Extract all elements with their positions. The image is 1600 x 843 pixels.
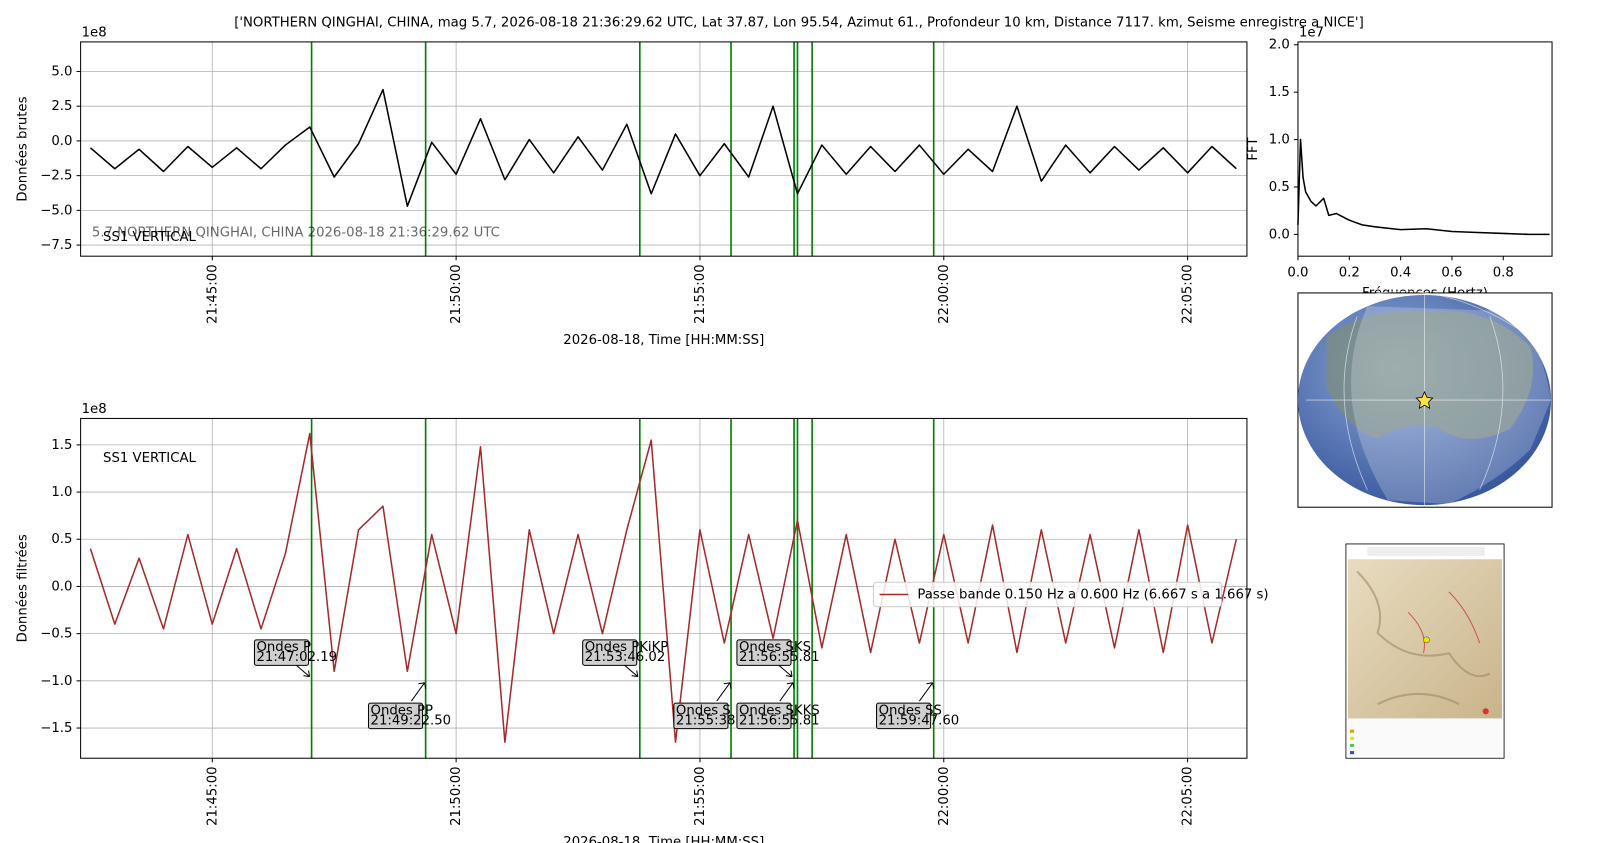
y-offset-label: 1e8 xyxy=(82,26,107,41)
annotation-text: Ondes P xyxy=(256,640,311,655)
x-tick-label: 0.2 xyxy=(1339,266,1360,281)
x-axis-label: 2026-08-18, Time [HH:MM:SS] xyxy=(563,333,764,348)
x-tick-label: 22:00:00 xyxy=(937,264,952,324)
x-tick-label: 21:55:00 xyxy=(693,766,708,826)
annotation-box xyxy=(367,702,424,730)
globe-inset xyxy=(1297,291,1553,508)
y-tick-label: 1.5 xyxy=(51,438,72,453)
trace xyxy=(89,88,1237,207)
annotation-arrow xyxy=(918,682,935,702)
y-tick-label: −2.5 xyxy=(40,169,72,184)
y-tick-label: −1.5 xyxy=(40,721,72,736)
annotation-box xyxy=(253,639,310,666)
x-tick-label: 0.4 xyxy=(1390,266,1411,281)
annotation-box xyxy=(582,639,638,666)
y-tick-label: 0.0 xyxy=(1269,227,1290,242)
annotation-box xyxy=(673,702,729,730)
x-axis-label: 2026-08-18, Time [HH:MM:SS] xyxy=(563,835,764,843)
y-tick-label: 0.0 xyxy=(51,134,72,149)
annotation-text: Ondes SS xyxy=(879,703,942,718)
figure-title: ['NORTHERN QINGHAI, CHINA, mag 5.7, 2026… xyxy=(234,16,1364,31)
x-tick-label: 22:05:00 xyxy=(1181,264,1196,324)
y-tick-label: −5.0 xyxy=(40,203,72,218)
y-offset-label: 1e8 xyxy=(82,402,107,417)
axes-frame xyxy=(80,417,1248,759)
x-tick-label: 21:50:00 xyxy=(449,766,464,826)
y-axis-label: Données brutes xyxy=(14,96,30,201)
y-tick-label: −1.0 xyxy=(40,674,72,689)
axes-frame xyxy=(80,41,1248,257)
y-tick-label: −0.5 xyxy=(40,627,72,642)
x-tick-label: 22:05:00 xyxy=(1181,766,1196,826)
y-tick-label: 2.5 xyxy=(51,99,72,114)
annotation-box xyxy=(876,702,932,730)
x-tick-label: 21:45:00 xyxy=(205,766,220,826)
y-tick-label: −7.5 xyxy=(40,238,72,253)
y-tick-label: 0.0 xyxy=(51,579,72,594)
axes: 21:45:00 21:50:00 21:55:00 22:00:00 22:05:00… xyxy=(14,402,1268,843)
annotation-text: Ondes SKKS xyxy=(739,703,820,718)
annotation-time: 21:56:55.81 xyxy=(739,713,820,728)
trace xyxy=(1297,138,1550,236)
y-axis-label: Données filtrées xyxy=(14,534,30,642)
charts: 21:45:00 21:50:00 21:55:00 22:00:00 22:05:00… xyxy=(14,26,1553,843)
y-offset-label: 1e7 xyxy=(1299,26,1324,41)
legend: Passe bande 0.150 Hz a 0.600 Hz (6.667 s… xyxy=(872,581,1269,608)
x-tick-label: 0.8 xyxy=(1493,266,1514,281)
y-tick-label: 0.5 xyxy=(1269,180,1290,195)
annotation-arrow xyxy=(410,682,427,702)
x-tick-label: 0.0 xyxy=(1287,266,1308,281)
annotation-arrow xyxy=(716,682,732,702)
annotation-box xyxy=(736,702,792,730)
axes-frame xyxy=(1297,41,1553,257)
annotation-time: 21:55:38.24 xyxy=(676,713,757,728)
annotation-time: 21:49:22.50 xyxy=(371,713,452,728)
annotation-time: 21:53:46.02 xyxy=(585,650,666,665)
station-label: SS1 VERTICAL xyxy=(103,451,196,466)
x-tick-label: 0.6 xyxy=(1441,266,1462,281)
station-label: SS1 VERTICAL xyxy=(103,230,196,245)
regional-map xyxy=(1345,543,1505,759)
x-tick-label: 21:50:00 xyxy=(449,264,464,324)
trace xyxy=(89,432,1238,743)
legend-box xyxy=(872,581,1222,608)
annotation-arrow xyxy=(777,663,793,678)
legend-label: Passe bande 0.150 Hz a 0.600 Hz (6.667 s… xyxy=(917,587,1268,602)
annotation-text: Ondes S xyxy=(676,703,731,718)
axes: 21:45:00 21:50:00 21:55:00 22:00:00 22:05:00… xyxy=(14,26,1248,348)
watermark: 5.7 NORTHERN QINGHAI, CHINA 2026-08-18 2… xyxy=(92,226,500,241)
annotation: Ondes S21:55:38.24 xyxy=(673,682,757,730)
axes: 0.00.20.40.60.80.00.51.01.52.0Fréquences… xyxy=(1246,26,1553,301)
y-tick-label: 2.0 xyxy=(1269,38,1290,53)
annotation: Ondes P21:47:02.19 xyxy=(253,639,337,678)
y-tick-label: 5.0 xyxy=(51,64,72,79)
y-tick-label: 1.5 xyxy=(1269,85,1290,100)
annotation-time: 21:59:47.60 xyxy=(879,713,960,728)
annotation-box xyxy=(736,639,792,666)
y-tick-label: 1.0 xyxy=(51,485,72,500)
annotation-text: Ondes SKS xyxy=(739,640,811,655)
annotation-time: 21:47:02.19 xyxy=(256,650,337,665)
y-tick-label: 1.0 xyxy=(1269,133,1290,148)
annotation-arrow xyxy=(294,663,311,678)
annotation-text: Ondes PP xyxy=(371,703,434,718)
annotation-arrow xyxy=(779,682,795,702)
x-tick-label: 21:55:00 xyxy=(693,264,708,324)
y-axis-label: FFT xyxy=(1246,137,1261,161)
y-tick-label: 0.5 xyxy=(51,532,72,547)
x-tick-label: 22:00:00 xyxy=(937,766,952,826)
x-tick-label: 21:45:00 xyxy=(205,264,220,324)
annotation-arrow xyxy=(623,663,639,678)
annotation-text: Ondes PKiKP xyxy=(585,640,669,655)
annotation-time: 21:56:55.81 xyxy=(739,650,820,665)
